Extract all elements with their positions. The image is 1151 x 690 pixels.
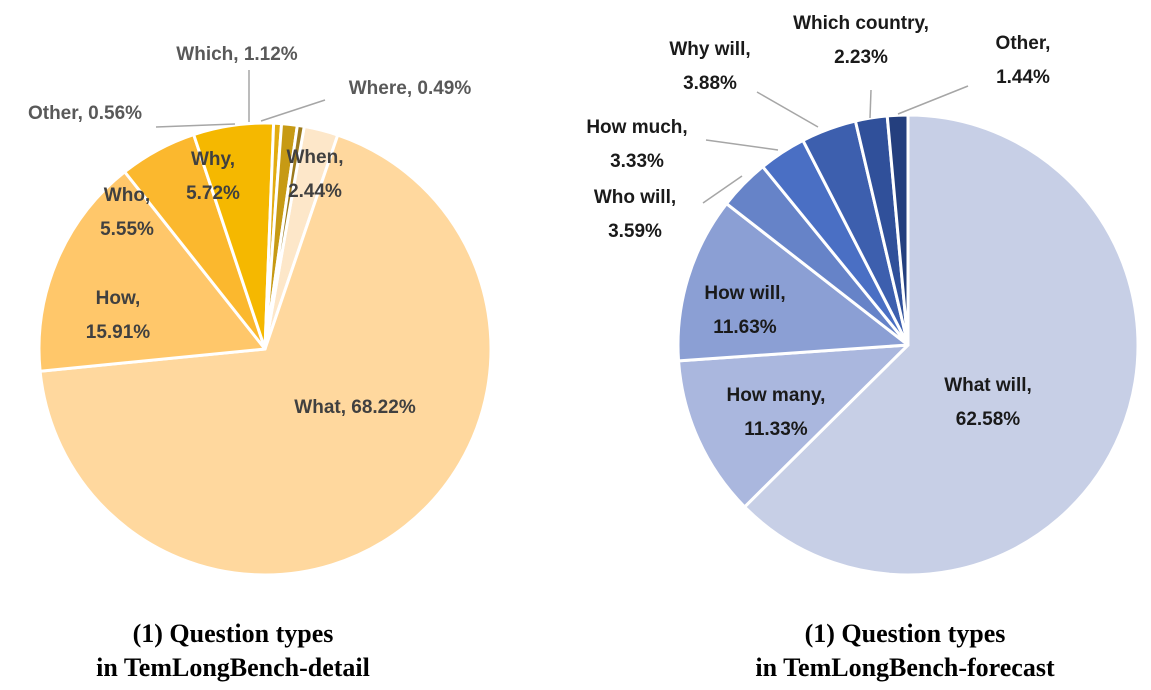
caption-detail-line2: in TemLongBench-detail <box>96 653 370 682</box>
data-label-why-will: Why will, 3.88% <box>669 39 750 94</box>
pie-slice-where <box>263 123 306 351</box>
leader-line-where <box>260 99 326 122</box>
pie-slice-how <box>37 170 267 373</box>
data-label-what-will: What will, 62.58% <box>944 375 1032 430</box>
data-label-how-much: How much, 3.33% <box>586 117 687 172</box>
data-label-how: How, 15.91% <box>86 288 151 343</box>
data-label-other: Other, 0.56% <box>28 103 142 124</box>
pie-slice-how-will <box>676 202 910 363</box>
caption-forecast-line2: in TemLongBench-forecast <box>755 653 1055 682</box>
leader-line-other <box>155 123 236 128</box>
caption-forecast-line1: (1) Question types <box>805 619 1006 648</box>
leader-line-why-will <box>756 91 819 128</box>
pie-slice-what <box>38 133 493 577</box>
leader-line-other <box>897 85 969 115</box>
data-label-when: When, 2.44% <box>287 147 344 202</box>
pie-slice-other <box>885 113 910 347</box>
data-label-what: What, 68.22% <box>294 397 416 418</box>
caption-detail-line1: (1) Question types <box>133 619 334 648</box>
data-label-why: Why, 5.72% <box>186 149 240 204</box>
data-label-who-will: Who will, 3.59% <box>594 187 676 242</box>
data-label-how-will: How will, 11.63% <box>704 283 785 338</box>
data-label-which-country: Which country, 2.23% <box>793 13 929 68</box>
leader-line-which-country <box>869 89 872 119</box>
pie-chart-forecast: What will, 62.58% How many, 11.33% How will,… <box>586 13 1140 577</box>
data-label-other: Other, 1.44% <box>996 33 1051 88</box>
pie-slice-how-many <box>677 343 910 509</box>
leader-line-who-will <box>702 175 743 204</box>
data-label-how-many: How many, 11.33% <box>727 385 826 440</box>
data-label-where: Where, 0.49% <box>349 78 472 99</box>
data-label-who: Who, 5.55% <box>100 185 154 240</box>
leader-line-how-much <box>705 139 779 151</box>
data-label-which: Which, 1.12% <box>176 44 298 65</box>
pie-slice-what-will <box>743 113 1140 577</box>
pie-chart-detail: When, 2.44% What, 68.22% How, 15.91% Who, 5.55… <box>28 44 493 577</box>
